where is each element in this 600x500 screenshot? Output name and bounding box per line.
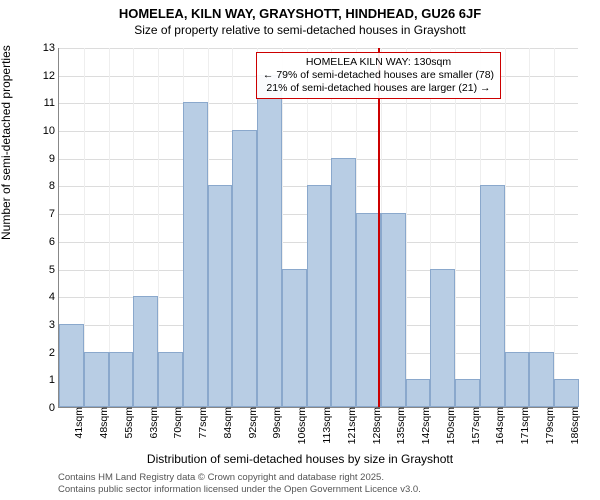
gridline-v <box>406 48 407 407</box>
x-tick-label: 128sqm <box>367 407 383 444</box>
annotation-line-3: 21% of semi-detached houses are larger (… <box>263 82 494 95</box>
histogram-bar <box>183 102 208 407</box>
gridline-v <box>455 48 456 407</box>
y-tick-label: 12 <box>43 70 59 82</box>
histogram-bar <box>307 185 332 407</box>
histogram-bar <box>430 269 455 407</box>
x-tick-label: 77sqm <box>193 407 209 439</box>
annotation-line-2: ← 79% of semi-detached houses are smalle… <box>263 69 494 82</box>
y-tick-label: 2 <box>49 347 59 359</box>
footer-line-1: Contains HM Land Registry data © Crown c… <box>58 472 421 484</box>
plot-area: 01234567891011121341sqm48sqm55sqm63sqm70… <box>58 48 578 408</box>
x-tick-label: 48sqm <box>94 407 110 439</box>
x-tick-label: 70sqm <box>168 407 184 439</box>
footer-line-2: Contains public sector information licen… <box>58 484 421 496</box>
x-tick-label: 84sqm <box>218 407 234 439</box>
histogram-bar <box>455 379 480 407</box>
histogram-bar <box>505 352 530 407</box>
histogram-bar <box>381 213 406 407</box>
footer-attribution: Contains HM Land Registry data © Crown c… <box>58 472 421 496</box>
y-tick-label: 7 <box>49 208 59 220</box>
y-tick-label: 11 <box>44 97 59 109</box>
x-axis-label: Distribution of semi-detached houses by … <box>0 452 600 466</box>
marker-line <box>378 48 380 407</box>
x-tick-label: 164sqm <box>490 407 506 444</box>
histogram-bar <box>158 352 183 407</box>
y-tick-label: 4 <box>49 291 59 303</box>
y-tick-label: 5 <box>49 264 59 276</box>
histogram-bar <box>84 352 109 407</box>
y-tick-label: 9 <box>49 153 59 165</box>
x-tick-label: 150sqm <box>441 407 457 444</box>
histogram-bar <box>232 130 257 407</box>
x-tick-label: 135sqm <box>391 407 407 444</box>
y-tick-label: 3 <box>49 319 59 331</box>
histogram-bar <box>356 213 381 407</box>
y-tick-label: 8 <box>49 180 59 192</box>
x-tick-label: 41sqm <box>69 407 85 439</box>
chart-title: HOMELEA, KILN WAY, GRAYSHOTT, HINDHEAD, … <box>0 0 600 23</box>
y-tick-label: 6 <box>49 236 59 248</box>
histogram-bar <box>208 185 233 407</box>
x-tick-label: 99sqm <box>267 407 283 439</box>
gridline-v <box>554 48 555 407</box>
histogram-bar <box>406 379 431 407</box>
histogram-bar <box>282 269 307 407</box>
x-tick-label: 121sqm <box>342 407 358 444</box>
x-tick-label: 157sqm <box>466 407 482 444</box>
histogram-bar <box>480 185 505 407</box>
y-axis-label: Number of semi-detached properties <box>0 45 13 240</box>
y-tick-label: 13 <box>43 42 59 54</box>
x-tick-label: 179sqm <box>540 407 556 444</box>
histogram-bar <box>529 352 554 407</box>
annotation-box: HOMELEA KILN WAY: 130sqm← 79% of semi-de… <box>256 52 501 99</box>
x-tick-label: 55sqm <box>119 407 135 439</box>
histogram-bar <box>554 379 579 407</box>
chart-subtitle: Size of property relative to semi-detach… <box>0 23 600 39</box>
chart-container: HOMELEA, KILN WAY, GRAYSHOTT, HINDHEAD, … <box>0 0 600 500</box>
x-tick-label: 113sqm <box>317 407 333 444</box>
histogram-bar <box>59 324 84 407</box>
histogram-bar <box>257 75 282 407</box>
x-tick-label: 142sqm <box>416 407 432 444</box>
histogram-bar <box>133 296 158 407</box>
y-tick-label: 0 <box>49 402 59 414</box>
x-tick-label: 92sqm <box>243 407 259 439</box>
gridline-h <box>59 159 578 160</box>
x-tick-label: 186sqm <box>565 407 581 444</box>
x-tick-label: 171sqm <box>515 407 531 444</box>
gridline-h <box>59 131 578 132</box>
x-tick-label: 106sqm <box>292 407 308 444</box>
gridline-h <box>59 48 578 49</box>
gridline-h <box>59 103 578 104</box>
histogram-bar <box>109 352 134 407</box>
x-tick-label: 63sqm <box>144 407 160 439</box>
y-tick-label: 10 <box>43 125 59 137</box>
annotation-line-1: HOMELEA KILN WAY: 130sqm <box>263 56 494 69</box>
histogram-bar <box>331 158 356 407</box>
y-tick-label: 1 <box>49 374 59 386</box>
